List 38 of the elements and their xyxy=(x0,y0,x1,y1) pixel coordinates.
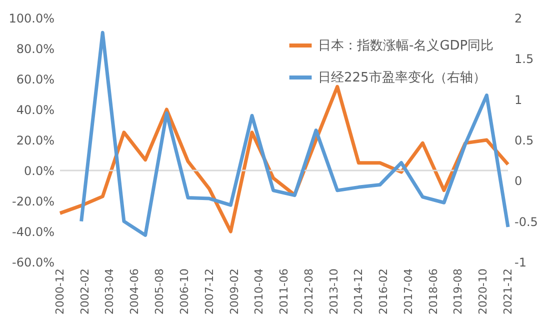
x-tick-label: 2006-10 xyxy=(178,268,191,314)
legend-label: 日本：指数涨幅-名义GDP同比 xyxy=(318,38,494,54)
x-tick-label: 2007-12 xyxy=(202,268,216,314)
x-tick-label: 2004-06 xyxy=(128,268,142,314)
x-tick-label: 2011-06 xyxy=(277,268,290,314)
y-tick-label: -20.0% xyxy=(12,194,54,208)
x-tick-label: 2020-10 xyxy=(476,268,490,314)
x-tick-label: 2017-04 xyxy=(402,268,415,314)
y-tick-label: 20.0% xyxy=(16,134,54,148)
x-tick-label: 2002-02 xyxy=(78,268,92,314)
y-tick-label: -60.0% xyxy=(12,256,54,270)
x-tick-label: 2018-06 xyxy=(426,268,440,314)
legend-label: 日经225市盈率变化（右轴） xyxy=(318,70,486,86)
y-tick-label: 80.0% xyxy=(16,42,54,56)
x-tick-label: 2010-04 xyxy=(252,268,266,314)
y-tick-label: 60.0% xyxy=(16,72,54,86)
y2-tick-label: 2 xyxy=(514,12,522,26)
y2-tick-label: -0.5 xyxy=(514,214,538,229)
x-tick-label: 2013-10 xyxy=(327,268,340,314)
y-tick-label: 0.0% xyxy=(24,164,54,178)
x-tick-label: 2016-02 xyxy=(377,268,390,314)
y-tick-label: -40.0% xyxy=(12,225,54,239)
y2-tick-label: 0.5 xyxy=(514,134,534,148)
x-tick-label: 2021-12 xyxy=(502,268,514,314)
y2-tick-label: 1 xyxy=(514,92,522,107)
y2-tick-label: 1.5 xyxy=(514,52,534,66)
line-series xyxy=(80,30,510,237)
x-tick-label: 2000-12 xyxy=(54,268,66,314)
y2-tick-label: 0 xyxy=(514,174,522,188)
y-tick-label: 100.0% xyxy=(8,12,54,26)
x-tick-label: 2014-12 xyxy=(352,268,366,314)
x-tick-label: 2005-08 xyxy=(153,268,166,314)
x-tick-label: 2009-02 xyxy=(228,268,241,314)
y-tick-label: 40.0% xyxy=(16,103,54,117)
x-tick-label: 2012-08 xyxy=(302,268,316,314)
x-tick-label: 2003-04 xyxy=(103,268,116,314)
x-tick-label: 2019-08 xyxy=(452,268,465,314)
y2-tick-label: -1 xyxy=(514,256,526,270)
